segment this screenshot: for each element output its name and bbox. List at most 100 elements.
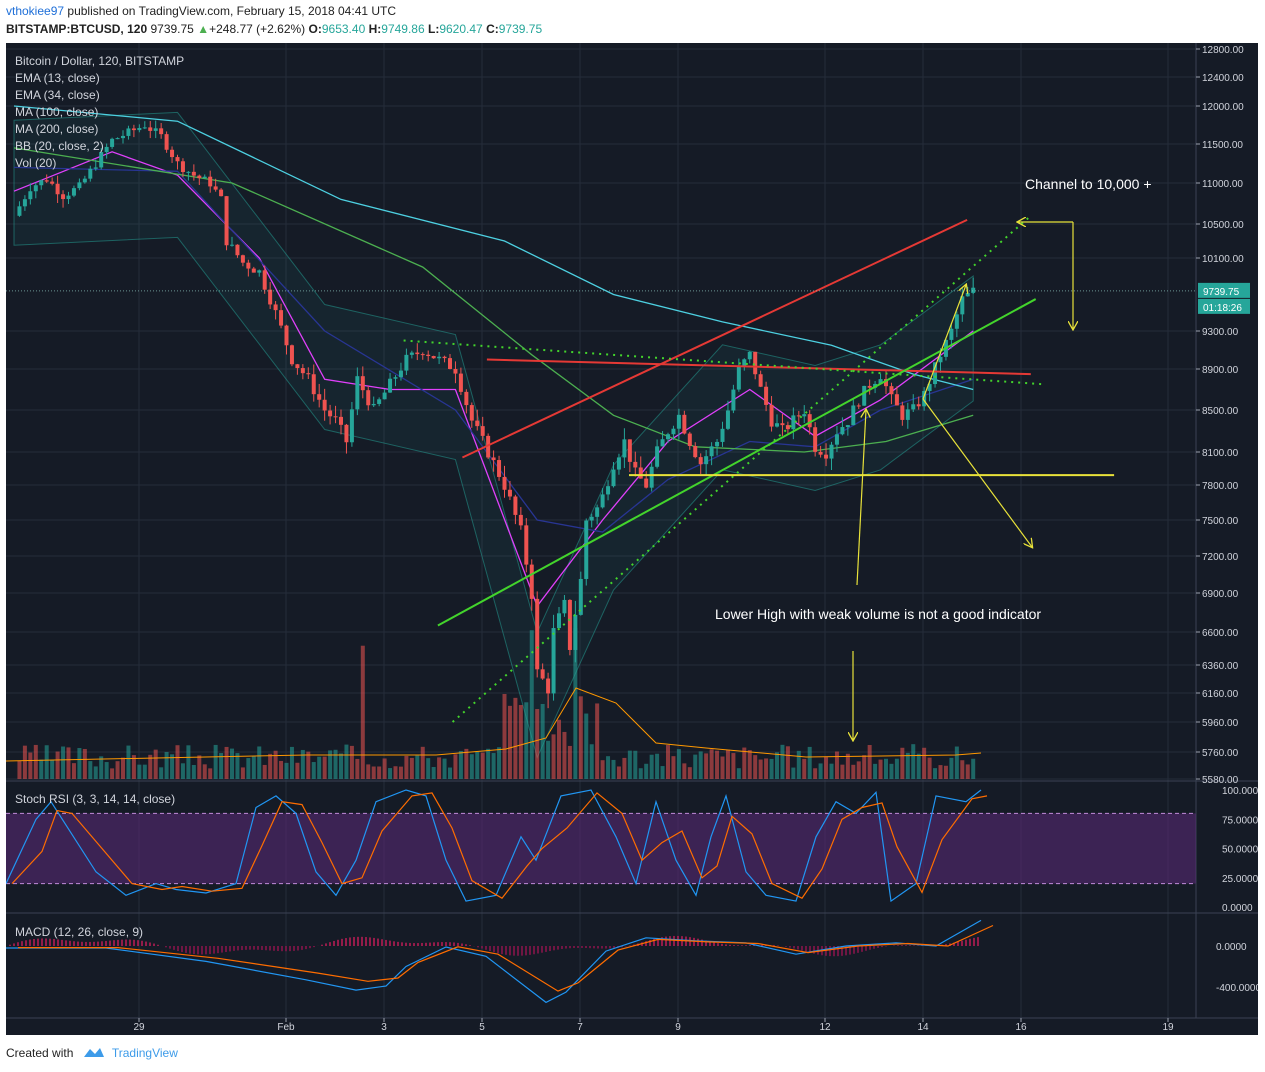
author-link[interactable]: vthokiee97 <box>6 4 65 18</box>
volume-bar <box>905 752 910 779</box>
candle-body <box>802 414 807 417</box>
candle-body <box>453 368 458 374</box>
candle-body <box>349 409 354 443</box>
volume-bar <box>529 630 534 779</box>
volume-bar <box>758 759 763 779</box>
time-tick-label: 14 <box>917 1022 929 1033</box>
candle-body <box>829 444 834 459</box>
time-tick-label: 16 <box>1015 1022 1027 1033</box>
tradingview-logo-icon <box>83 1046 105 1061</box>
time-tick-label: 9 <box>675 1022 681 1033</box>
volume-bar <box>943 765 948 779</box>
candle-body <box>279 310 284 326</box>
legend-item: BB (20, close, 2) <box>15 139 104 153</box>
candle-body <box>322 399 327 411</box>
created-with-text: Created with <box>6 1046 74 1060</box>
stoch-pane-label: Stoch RSI (3, 3, 14, 14, close) <box>15 792 175 806</box>
volume-bar <box>480 752 485 779</box>
candle-body <box>82 178 87 183</box>
tradingview-link[interactable]: TradingView <box>111 1046 178 1060</box>
volume-bar <box>311 762 316 779</box>
publish-info: published on TradingView.com, February 1… <box>67 4 397 18</box>
macd-histogram <box>9 935 979 957</box>
candle-body <box>791 415 796 430</box>
stoch-tick-label: 0.0000 <box>1222 903 1253 914</box>
candle-body <box>644 478 649 488</box>
candle-body <box>742 359 747 366</box>
candle-body <box>61 194 66 200</box>
candle-body <box>360 376 365 391</box>
time-tick-label: 7 <box>577 1022 583 1033</box>
price-tick-label: 11500.00 <box>1202 140 1243 151</box>
volume-bar <box>235 753 240 779</box>
open-value: 9653.40 <box>321 22 366 36</box>
volume-bar <box>22 745 27 779</box>
candle-body <box>66 195 71 200</box>
volume-bar <box>704 753 709 779</box>
candle-body <box>442 356 447 359</box>
time-axis: 29 Feb 3 5 7 9 12 14 16 19 <box>133 1018 1174 1033</box>
candle-body <box>518 514 523 526</box>
candle-body <box>50 181 55 184</box>
candle-body <box>208 176 213 187</box>
trendline-resistance <box>486 358 1031 376</box>
candle-body <box>725 410 730 429</box>
price-tick-label: 8100.00 <box>1202 448 1239 459</box>
volume-bar <box>785 746 790 779</box>
candle-body <box>687 433 692 446</box>
volume-bar <box>213 744 218 779</box>
price-tick-label: 11000.00 <box>1202 179 1243 190</box>
volume-bar <box>284 762 289 779</box>
volume-bar <box>82 748 87 779</box>
candle-body <box>894 394 899 406</box>
candle-body <box>600 494 605 508</box>
volume-bar <box>791 767 796 779</box>
chart-svg[interactable]: 12800.00 12400.00 12000.00 11500.00 11000.00… <box>5 43 1264 1035</box>
candle-body <box>960 296 965 315</box>
candle-body <box>715 441 720 447</box>
candle-body <box>769 404 774 427</box>
candle-body <box>834 434 839 445</box>
candle-body <box>660 439 665 447</box>
volume-bar <box>649 754 654 779</box>
candle-body <box>191 171 196 176</box>
volume-bar <box>121 757 125 779</box>
candle-body <box>856 405 861 407</box>
candle-body <box>420 354 425 356</box>
candle-body <box>170 149 175 158</box>
candle-body <box>578 578 583 615</box>
macd-tick-label: -400.0000 <box>1216 983 1258 994</box>
candle-body <box>415 352 420 355</box>
candle-body <box>780 423 785 426</box>
volume-bar <box>764 758 769 779</box>
close-label: C: <box>486 22 499 36</box>
chart-area[interactable]: 12800.00 12400.00 12000.00 11500.00 11000.00… <box>5 43 1264 1035</box>
candle-body <box>153 128 158 131</box>
volume-bar <box>682 763 687 779</box>
price-tick-label: 7500.00 <box>1202 516 1239 527</box>
low-value: 9620.47 <box>439 22 483 36</box>
publish-line: vthokiee97 published on TradingView.com,… <box>6 4 396 18</box>
volume-bar <box>965 764 970 779</box>
price-tick-label: 6600.00 <box>1202 628 1239 639</box>
candle-body <box>616 457 621 470</box>
candle-body <box>126 128 131 136</box>
candle-body <box>502 476 507 490</box>
volume-bar <box>742 747 747 779</box>
volume-bar <box>818 763 823 779</box>
candle-body <box>388 378 393 393</box>
candle-body <box>219 189 224 197</box>
candle-body <box>758 374 763 387</box>
candle-body <box>273 304 278 311</box>
volume-bar <box>627 750 632 779</box>
last-price-badge <box>1198 282 1250 298</box>
candle-body <box>671 428 676 435</box>
volume-bar <box>398 766 403 779</box>
volume-bar <box>377 766 382 779</box>
volume-bar <box>306 751 311 779</box>
candle-body <box>824 454 829 459</box>
candle-body <box>159 128 164 135</box>
stoch-axis: 100.0000 75.0000 50.0000 25.0000 0.0000 <box>1222 786 1264 914</box>
candle-body <box>655 446 660 467</box>
volume-bar <box>540 704 545 779</box>
